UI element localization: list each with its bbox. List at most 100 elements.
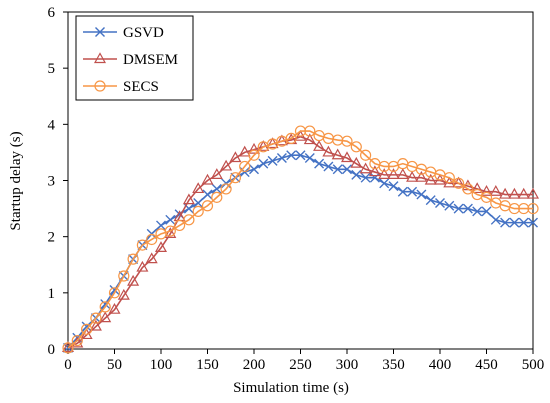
data-point-gsvd [239, 167, 250, 178]
data-point-gsvd [500, 217, 511, 228]
data-point-dmsem [480, 184, 493, 196]
data-point-dmsem [136, 260, 149, 272]
series-dmsem [61, 129, 540, 352]
data-point-secs [192, 205, 204, 217]
data-point-gsvd [462, 203, 473, 214]
data-point-dmsem [499, 187, 512, 199]
data-point-secs [239, 160, 251, 173]
data-point-secs [453, 177, 465, 189]
data-point-secs [378, 160, 390, 173]
legend-label-gsvd: GSVD [123, 25, 164, 41]
x-tick-label: 150 [196, 357, 219, 373]
x-tick-label: 450 [475, 357, 498, 373]
data-point-secs [62, 342, 74, 354]
data-point-gsvd [416, 189, 427, 200]
data-point-gsvd [397, 186, 408, 197]
x-tick-label: 400 [429, 357, 452, 373]
data-point-secs [146, 233, 158, 246]
series-line-secs [67, 130, 533, 349]
data-point-dmsem [192, 182, 205, 194]
data-point-secs [229, 172, 241, 184]
data-point-dmsem [127, 274, 140, 286]
data-point-secs [480, 191, 493, 203]
y-axis-label: Startup delay (s) [8, 131, 24, 230]
data-point-secs [350, 141, 362, 153]
data-point-gsvd [351, 169, 362, 180]
data-point-gsvd [202, 189, 213, 200]
data-point-gsvd [295, 150, 306, 161]
data-point-dmsem [322, 145, 335, 157]
legend: GSVD DMSEM SECS [75, 15, 194, 101]
data-point-dmsem [406, 170, 419, 182]
x-tick-label: 200 [243, 357, 266, 373]
y-tick-label: 1 [48, 286, 56, 302]
data-point-secs [248, 149, 260, 161]
data-point-secs [211, 191, 223, 203]
data-point-gsvd [342, 164, 352, 175]
data-point-dmsem [154, 241, 168, 252]
data-point-gsvd [453, 203, 464, 214]
x-tick-label: 500 [522, 357, 545, 373]
data-point-dmsem [387, 168, 400, 179]
data-point-secs [220, 183, 232, 195]
data-point-dmsem [359, 162, 372, 174]
x-tick-label: 300 [336, 357, 359, 373]
data-point-dmsem [117, 288, 130, 300]
legend-marker-secs [94, 80, 106, 92]
data-point-dmsem [201, 173, 214, 185]
x-tick-label: 0 [64, 357, 72, 373]
data-point-dmsem [471, 182, 484, 194]
data-point-dmsem [526, 187, 540, 199]
x-tick-label: 100 [150, 357, 173, 373]
data-point-gsvd [286, 150, 297, 161]
y-tick-label: 6 [48, 5, 56, 21]
data-point-gsvd [472, 206, 483, 217]
data-point-secs [462, 183, 474, 195]
legend-marker-gsvd [95, 27, 105, 37]
series-secs [62, 125, 539, 354]
data-point-secs [341, 135, 353, 147]
data-point-secs [183, 214, 195, 226]
data-point-dmsem [247, 142, 261, 154]
data-point-gsvd [444, 200, 455, 211]
data-point-secs [71, 334, 83, 347]
data-point-secs [508, 202, 521, 215]
data-point-gsvd [156, 220, 166, 231]
y-tick-label: 0 [48, 342, 56, 358]
data-point-gsvd [481, 206, 492, 217]
x-tick-label: 250 [289, 357, 312, 373]
data-point-secs [118, 270, 130, 282]
data-point-gsvd [258, 158, 269, 169]
data-point-gsvd [379, 178, 390, 189]
data-point-dmsem [238, 145, 251, 157]
y-tick-label: 3 [48, 174, 56, 190]
data-point-dmsem [182, 193, 195, 205]
data-point-secs [80, 323, 93, 335]
data-point-gsvd [314, 158, 325, 169]
y-tick-label: 4 [48, 117, 56, 133]
y-tick-label: 2 [48, 230, 56, 246]
data-point-secs [136, 239, 148, 251]
data-point-dmsem [340, 151, 354, 163]
data-point-secs [174, 219, 186, 232]
data-point-gsvd [267, 155, 278, 166]
data-point-gsvd [323, 161, 334, 172]
data-point-gsvd [509, 217, 520, 228]
data-point-dmsem [303, 133, 316, 145]
x-axis-label: Simulation time (s) [233, 380, 349, 396]
data-point-gsvd [221, 178, 232, 189]
axes: 0 50 100 150 200 250 300 350 400 450 500 0 1 2 3 4 5 6 [48, 5, 545, 373]
data-point-secs [285, 132, 297, 144]
data-point-gsvd [211, 183, 222, 194]
data-point-gsvd [360, 172, 371, 183]
legend-entry-dmsem: DMSEM [83, 52, 178, 68]
data-point-dmsem [396, 168, 409, 179]
legend-label-dmsem: DMSEM [123, 52, 178, 68]
data-point-dmsem [489, 184, 502, 196]
data-point-dmsem [145, 252, 158, 264]
data-point-gsvd [425, 195, 436, 206]
data-point-secs [518, 202, 530, 215]
data-point-gsvd [435, 197, 445, 208]
data-point-gsvd [81, 321, 92, 332]
